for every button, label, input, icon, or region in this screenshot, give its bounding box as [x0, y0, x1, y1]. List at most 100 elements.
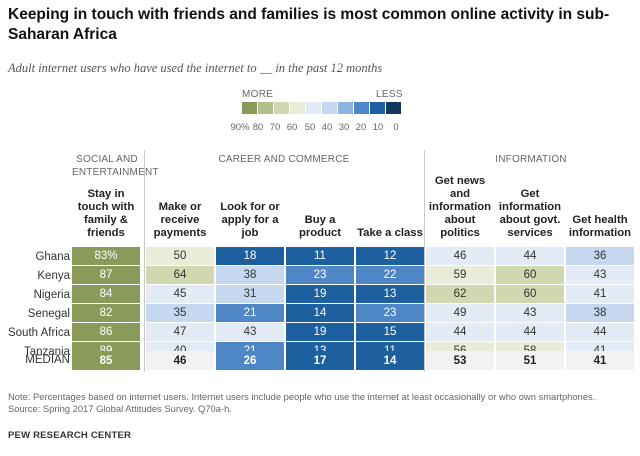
- legend-tick-label: 70: [269, 122, 281, 133]
- table-cell: 44: [496, 247, 564, 266]
- table-cell: 38: [216, 266, 284, 285]
- legend-swatch: [242, 102, 257, 114]
- legend-tick-label: 40: [321, 122, 333, 133]
- table-cell: 23: [356, 304, 424, 323]
- table-cell: 35: [146, 304, 214, 323]
- legend-tick-label: 30: [338, 122, 350, 133]
- chart-title: Keeping in touch with friends and famili…: [8, 6, 610, 43]
- median-cell: 17: [286, 351, 354, 370]
- table-cell: 22: [356, 266, 424, 285]
- group-title-information: INFORMATION: [495, 154, 567, 165]
- table-cell: 23: [286, 266, 354, 285]
- table-cell: 21: [216, 304, 284, 323]
- median-cell: 14: [356, 351, 424, 370]
- legend-tick-label: 20: [355, 122, 367, 133]
- legend-less-label: LESS: [376, 89, 403, 100]
- column-header: Get news and information about politics: [425, 175, 495, 240]
- legend-tick-label: 50: [304, 122, 316, 133]
- median-cell: 41: [566, 351, 634, 370]
- column-header-label: Get news and information about politics: [428, 175, 492, 239]
- legend-swatch: [354, 102, 369, 114]
- legend-tick-label: 60: [286, 122, 298, 133]
- median-cell: 53: [426, 351, 494, 370]
- table-cell: 43: [566, 266, 634, 285]
- column-header: Look for or apply for a job: [215, 176, 285, 240]
- column-header: Take a class: [355, 176, 425, 240]
- table-cell: 15: [356, 323, 424, 342]
- table-cell: 36: [566, 247, 634, 266]
- table-cell: 12: [356, 247, 424, 266]
- table-cell: 31: [216, 285, 284, 304]
- row-label: Senegal: [27, 308, 70, 320]
- legend-swatch: [290, 102, 305, 114]
- column-header: Make or receive payments: [145, 176, 215, 240]
- row-label: Ghana: [35, 251, 70, 263]
- row-label: Nigeria: [33, 289, 70, 301]
- table-cell: 19: [286, 323, 354, 342]
- column-header-label: Stay in touch with family & friends: [77, 188, 135, 239]
- table-cell: 43: [496, 304, 564, 323]
- table-cell: 46: [426, 247, 494, 266]
- legend-more-label: MORE: [242, 89, 274, 100]
- legend-swatch: [322, 102, 337, 114]
- median-cell: 26: [216, 351, 284, 370]
- table-cell: 38: [566, 304, 634, 323]
- table-cell: 18: [216, 247, 284, 266]
- legend-swatch: [274, 102, 289, 114]
- median-cell: 85: [72, 351, 140, 370]
- table-cell: 43: [216, 323, 284, 342]
- table-cell: 87: [72, 266, 140, 285]
- table-cell: 19: [286, 285, 354, 304]
- column-header-label: Buy a product: [298, 214, 342, 239]
- legend-swatch: [306, 102, 321, 114]
- table-cell: 60: [496, 266, 564, 285]
- table-cell: 41: [566, 285, 634, 304]
- median-cell: 46: [146, 351, 214, 370]
- legend-swatch: [386, 102, 401, 114]
- table-cell: 82: [72, 304, 140, 323]
- table-cell: 45: [146, 285, 214, 304]
- column-header: Get information about govt. services: [495, 176, 565, 240]
- column-header-label: Take a class: [357, 227, 423, 239]
- column-header-label: Get information about govt. services: [498, 188, 562, 239]
- median-row-label: MEDIAN: [25, 354, 70, 366]
- group-title-career: CAREER AND COMMERCE: [218, 154, 350, 165]
- table-cell: 62: [426, 285, 494, 304]
- column-header-label: Look for or apply for a job: [220, 201, 280, 239]
- note-text: Note: Percentages based on internet user…: [8, 391, 596, 402]
- column-header: Buy a product: [285, 176, 355, 240]
- table-cell: 44: [566, 323, 634, 342]
- source-text: Source: Spring 2017 Global Attitudes Sur…: [8, 403, 232, 414]
- legend-tick-label: 0: [393, 122, 399, 133]
- column-header: Stay in touch with family & friends: [71, 176, 141, 240]
- table-cell: 84: [72, 285, 140, 304]
- table-cell: 47: [146, 323, 214, 342]
- row-label: Kenya: [37, 270, 70, 282]
- table-cell: 11: [286, 247, 354, 266]
- row-label: Tanzania: [23, 346, 70, 358]
- table-cell: 49: [426, 304, 494, 323]
- legend-tick-label: 90%: [230, 122, 250, 133]
- table-cell: 59: [426, 266, 494, 285]
- legend-swatch: [370, 102, 385, 114]
- footer-credit: PEW RESEARCH CENTER: [8, 430, 132, 441]
- table-cell: 60: [496, 285, 564, 304]
- group-divider: [424, 150, 425, 372]
- legend-swatch: [338, 102, 353, 114]
- table-cell: 44: [496, 323, 564, 342]
- column-header-label: Get health information: [568, 214, 632, 239]
- table-cell: 86: [72, 323, 140, 342]
- table-cell: 14: [286, 304, 354, 323]
- legend-tick-label: 10: [372, 122, 384, 133]
- row-label: South Africa: [7, 327, 70, 339]
- group-divider: [144, 150, 145, 372]
- chart-notes: Note: Percentages based on internet user…: [8, 391, 638, 415]
- table-cell: 83%: [72, 247, 140, 266]
- column-header-label: Make or receive payments: [153, 201, 207, 239]
- table-cell: 64: [146, 266, 214, 285]
- legend-swatch: [258, 102, 273, 114]
- chart-subtitle: Adult internet users who have used the i…: [8, 61, 383, 75]
- column-header: Get health information: [565, 176, 635, 240]
- group-title-social: SOCIAL AND ENTERTAINMENT: [72, 154, 159, 178]
- median-cell: 51: [496, 351, 564, 370]
